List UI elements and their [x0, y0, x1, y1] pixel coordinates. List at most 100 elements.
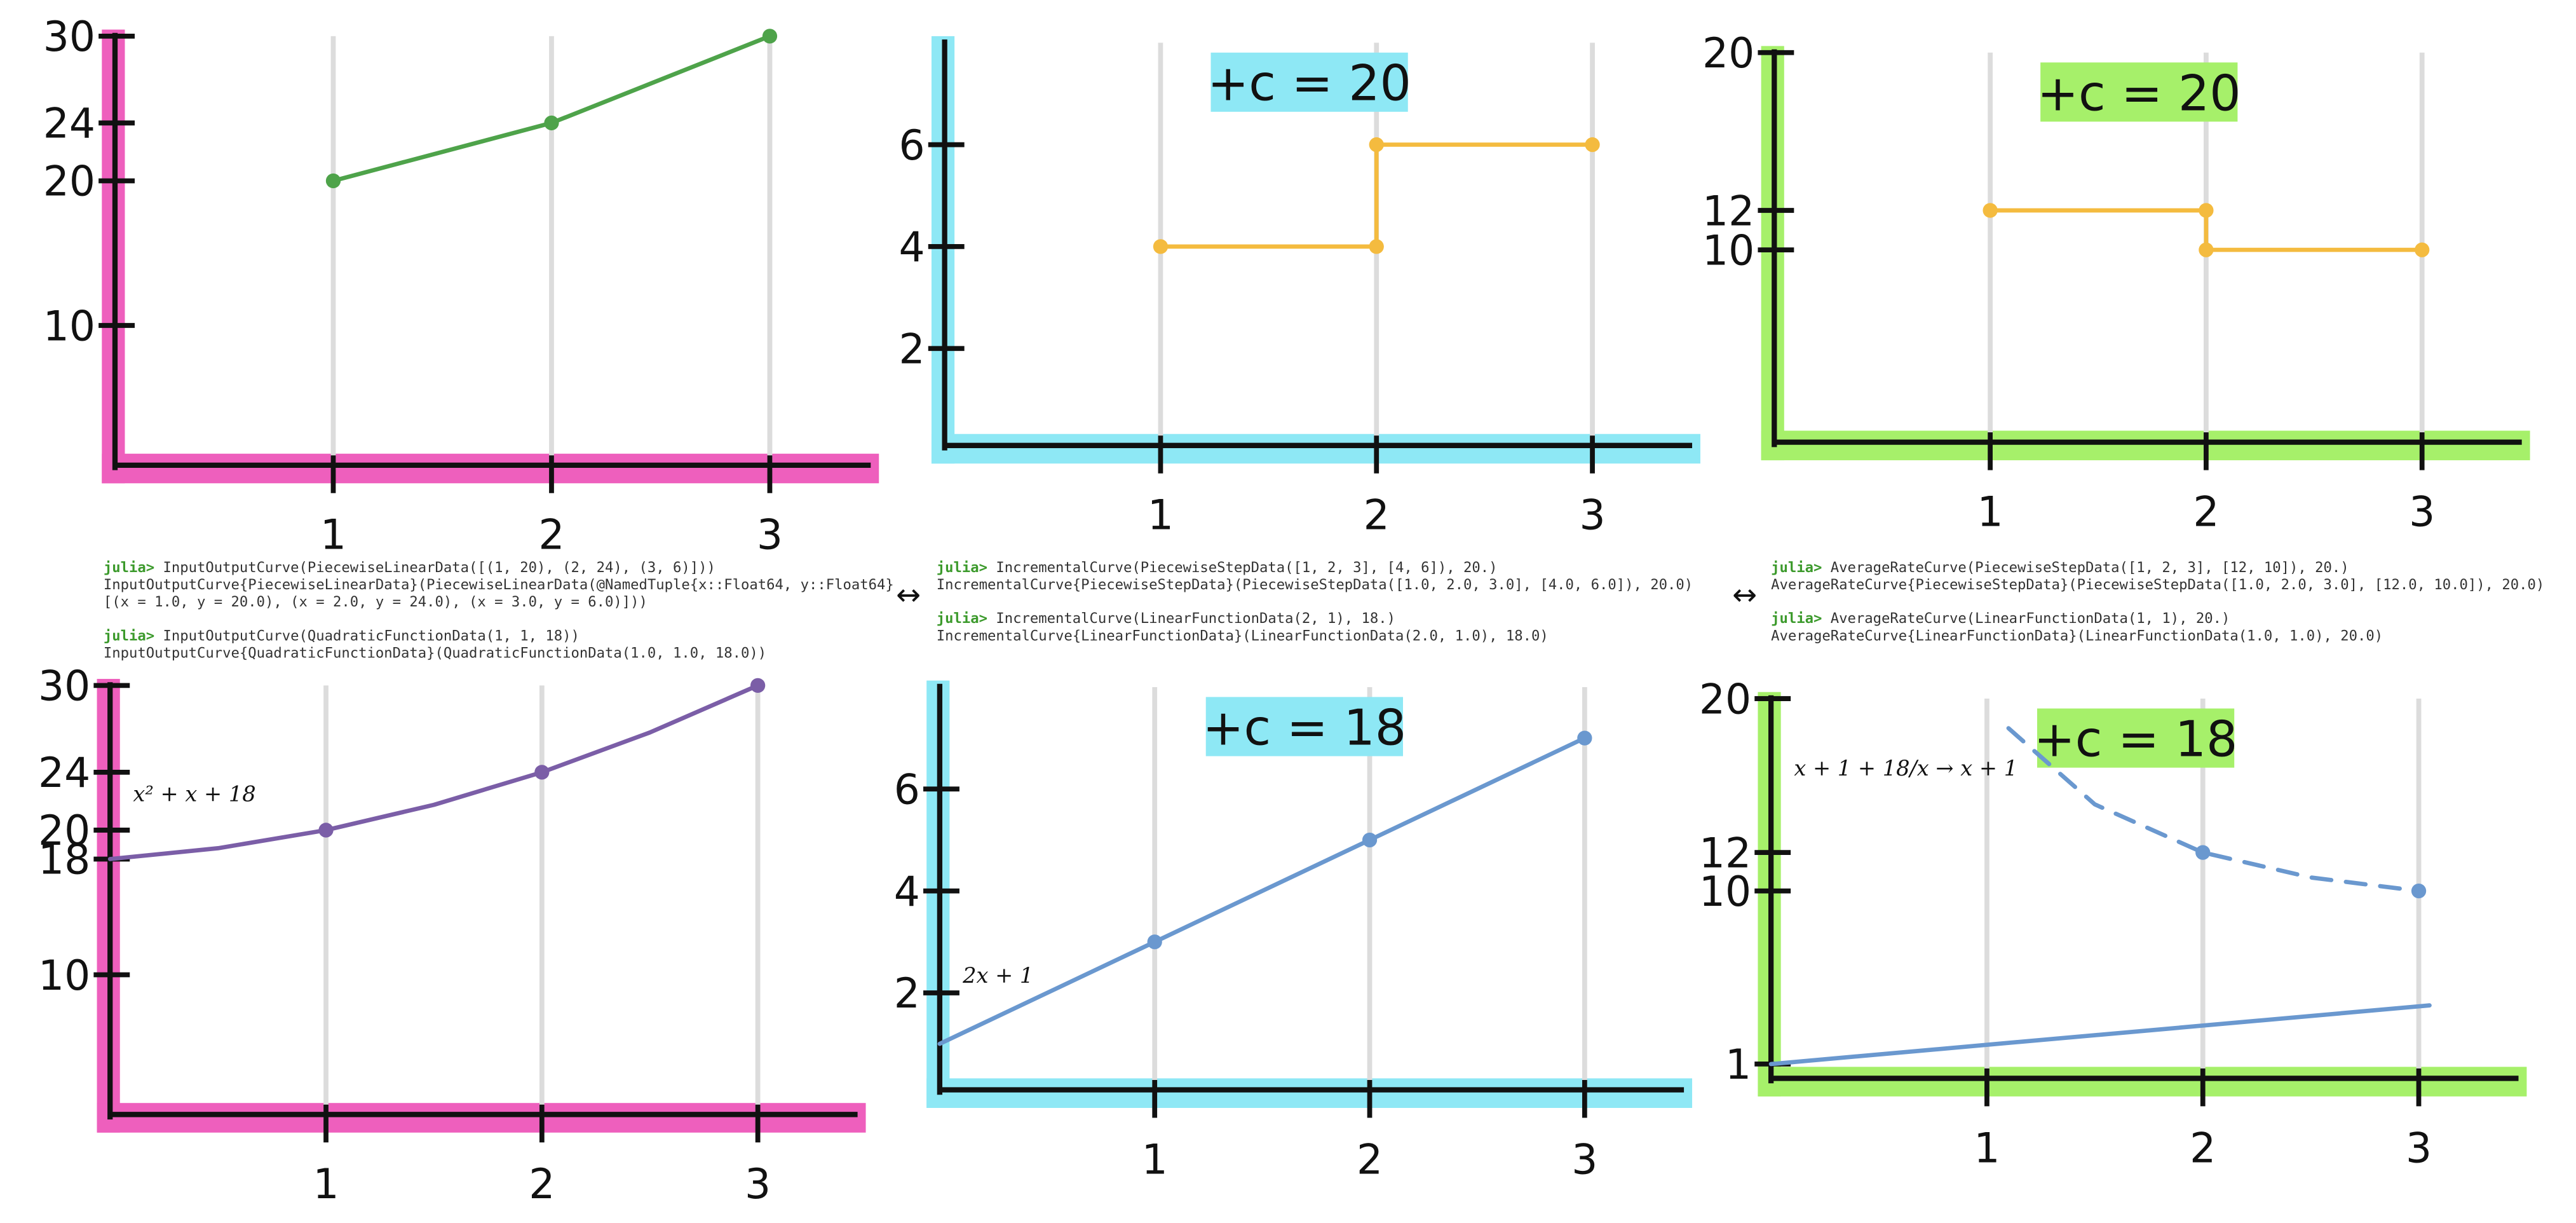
- point: [750, 678, 766, 693]
- point: [544, 115, 559, 131]
- code-output: IncrementalCurve{PiecewiseStepData}(Piec…: [937, 577, 1693, 593]
- y-tick-label: 1: [1725, 1041, 1751, 1089]
- point: [1577, 730, 1592, 746]
- x-tick-label: 2: [538, 512, 564, 559]
- y-tick-label: 24: [43, 100, 95, 148]
- y-tick-label: 10: [1702, 227, 1754, 275]
- code-input: julia> IncrementalCurve(PiecewiseStepDat…: [937, 559, 1498, 576]
- point: [318, 823, 334, 838]
- code-output: InputOutputCurve{QuadraticFunctionData}(…: [104, 645, 766, 661]
- arrow: ↔: [1732, 578, 1757, 612]
- point: [762, 29, 778, 44]
- x-tick-label: 1: [1974, 1124, 2000, 1172]
- prompt: julia>: [104, 559, 154, 576]
- prompt: julia>: [1771, 559, 1822, 576]
- point: [2411, 883, 2427, 899]
- point: [2415, 242, 2430, 257]
- curve: [1158, 142, 1595, 249]
- code-input: julia> AverageRateCurve(PiecewiseStepDat…: [1771, 559, 2349, 576]
- annotation: +c = 18: [1203, 699, 1407, 756]
- x-tick-label: 2: [2193, 489, 2219, 536]
- annotation: +c = 20: [2037, 65, 2241, 122]
- prompt: julia>: [104, 627, 154, 644]
- code-output: [(x = 1.0, y = 20.0), (x = 2.0, y = 24.0…: [104, 594, 647, 610]
- input: InputOutputCurve(PiecewiseLinearData([(1…: [163, 559, 715, 576]
- formula: 2x + 1: [962, 963, 1033, 988]
- x-tick-label: 1: [1977, 489, 2003, 536]
- formula: x + 1 + 18/x → x + 1: [1794, 756, 2017, 781]
- y-tick-label: 4: [894, 868, 920, 916]
- x-tick-label: 1: [1142, 1136, 1168, 1184]
- y-tick-label: 12: [1699, 830, 1751, 877]
- code-input: julia> AverageRateCurve(LinearFunctionDa…: [1771, 610, 2230, 627]
- y-tick-label: 10: [1699, 868, 1751, 916]
- annotation-box: [2040, 62, 2238, 122]
- point: [2199, 242, 2214, 257]
- curve: [2006, 726, 2421, 893]
- x-tick-label: 3: [745, 1161, 771, 1208]
- curve: [1988, 208, 2425, 252]
- arrow: ↔: [896, 578, 921, 612]
- code-output: AverageRateCurve{LinearFunctionData}(Lin…: [1771, 627, 2383, 644]
- code-input: julia> InputOutputCurve(QuadraticFunctio…: [104, 627, 580, 644]
- y-tick-label: 20: [1699, 676, 1751, 723]
- input: InputOutputCurve(QuadraticFunctionData(1…: [163, 627, 580, 644]
- point: [1369, 239, 1384, 254]
- x-tick-label: 2: [2190, 1124, 2216, 1172]
- formula: x² + x + 18: [133, 781, 255, 806]
- x-tick-label: 1: [1148, 492, 1174, 540]
- x-tick-label: 1: [313, 1161, 339, 1208]
- input: AverageRateCurve(LinearFunctionData(1, 1…: [1831, 610, 2230, 627]
- x-tick-label: 2: [529, 1161, 555, 1208]
- y-tick-label: 10: [43, 303, 95, 350]
- axis-highlight: [931, 434, 1700, 464]
- prompt: julia>: [937, 559, 987, 576]
- y-tick-label: 18: [38, 837, 90, 884]
- curve: [1768, 1003, 2432, 1067]
- point: [534, 765, 550, 780]
- input: IncrementalCurve(PiecewiseStepData([1, 2…: [996, 559, 1497, 576]
- point: [1153, 239, 1169, 254]
- curve: [937, 735, 1587, 1046]
- x-tick-label: 3: [1579, 492, 1605, 540]
- axis-highlight: [1761, 430, 2530, 461]
- prompt: julia>: [937, 610, 987, 627]
- x-tick-label: 2: [1364, 492, 1390, 540]
- point: [2195, 845, 2211, 860]
- y-tick-label: 6: [898, 122, 925, 170]
- annotation-box: [1205, 697, 1403, 756]
- x-tick-label: 1: [320, 512, 346, 559]
- axis-highlight: [102, 453, 879, 484]
- point: [1983, 203, 1998, 218]
- point: [325, 173, 341, 189]
- input: IncrementalCurve(LinearFunctionData(2, 1…: [996, 610, 1395, 627]
- x-tick-label: 3: [1571, 1136, 1597, 1184]
- annotation-box: [2037, 708, 2235, 768]
- axis-highlight: [1758, 1067, 2527, 1097]
- y-tick-label: 6: [894, 767, 920, 814]
- x-tick-label: 3: [2409, 489, 2435, 536]
- code-input: julia> IncrementalCurve(LinearFunctionDa…: [937, 610, 1395, 627]
- point: [1585, 137, 1600, 153]
- y-tick-label: 12: [1702, 188, 1754, 235]
- y-tick-label: 30: [38, 663, 90, 711]
- y-tick-label: 4: [898, 224, 925, 271]
- y-tick-label: 20: [1702, 30, 1754, 78]
- y-tick-label: 24: [38, 749, 90, 797]
- code-input: julia> InputOutputCurve(PiecewiseLinearD…: [104, 559, 715, 576]
- point: [1369, 137, 1384, 153]
- point: [1147, 934, 1162, 950]
- annotation-box: [1210, 52, 1408, 112]
- code-output: InputOutputCurve{PiecewiseLinearData}(Pi…: [104, 577, 894, 593]
- point: [1362, 832, 1378, 848]
- x-tick-label: 3: [2406, 1124, 2432, 1172]
- annotation: +c = 18: [2034, 711, 2238, 769]
- code-output: AverageRateCurve{PiecewiseStepData}(Piec…: [1771, 577, 2544, 593]
- prompt: julia>: [1771, 610, 1822, 627]
- x-tick-label: 2: [1357, 1136, 1383, 1184]
- code-output: IncrementalCurve{LinearFunctionData}(Lin…: [937, 627, 1549, 644]
- y-tick-label: 30: [43, 13, 95, 61]
- y-tick-label: 20: [38, 807, 90, 855]
